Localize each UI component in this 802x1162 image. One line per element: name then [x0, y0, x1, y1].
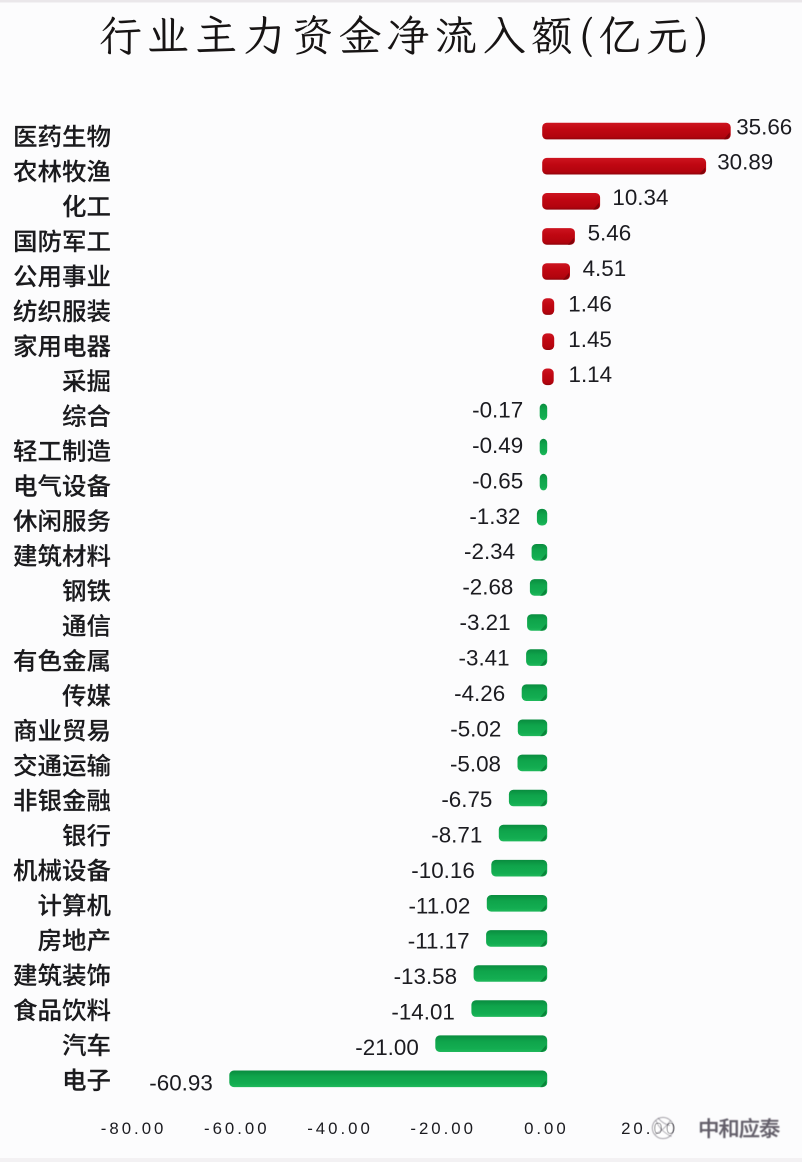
svg-text:-3.41: -3.41: [459, 646, 510, 671]
svg-text:-0.49: -0.49: [472, 433, 523, 458]
svg-text:-40.00: -40.00: [307, 1119, 373, 1138]
svg-text:-3.21: -3.21: [460, 610, 511, 635]
svg-text:1.14: 1.14: [569, 362, 613, 387]
svg-text:-8.71: -8.71: [431, 823, 482, 848]
svg-text:5.46: 5.46: [588, 221, 632, 246]
svg-text:-60.93: -60.93: [149, 1070, 213, 1095]
svg-text:-5.08: -5.08: [450, 752, 501, 777]
svg-text:-2.68: -2.68: [462, 575, 513, 600]
svg-text:-13.58: -13.58: [394, 964, 458, 989]
svg-text:-2.34: -2.34: [464, 539, 515, 564]
svg-text:-11.17: -11.17: [408, 929, 470, 954]
svg-text:0.00: 0.00: [524, 1119, 569, 1138]
svg-text:10.34: 10.34: [612, 185, 668, 210]
svg-text:30.89: 30.89: [717, 150, 773, 175]
svg-text:-0.65: -0.65: [472, 468, 523, 493]
svg-text:-11.02: -11.02: [408, 893, 470, 918]
svg-text:4.51: 4.51: [583, 256, 627, 281]
svg-text:-4.26: -4.26: [454, 681, 505, 706]
svg-text:-5.02: -5.02: [450, 716, 501, 741]
svg-text:-1.32: -1.32: [469, 504, 520, 529]
svg-text:-0.17: -0.17: [472, 398, 523, 423]
svg-text:1.45: 1.45: [568, 327, 612, 352]
svg-text:-20.00: -20.00: [410, 1119, 476, 1138]
svg-text:35.66: 35.66: [736, 114, 792, 139]
svg-text:-6.75: -6.75: [441, 787, 492, 812]
svg-text:-80.00: -80.00: [101, 1119, 167, 1138]
svg-text:-14.01: -14.01: [391, 1000, 455, 1025]
svg-text:-10.16: -10.16: [411, 858, 475, 883]
svg-text:-60.00: -60.00: [204, 1119, 270, 1138]
svg-text:1.46: 1.46: [568, 291, 612, 316]
svg-text:-21.00: -21.00: [355, 1035, 419, 1060]
